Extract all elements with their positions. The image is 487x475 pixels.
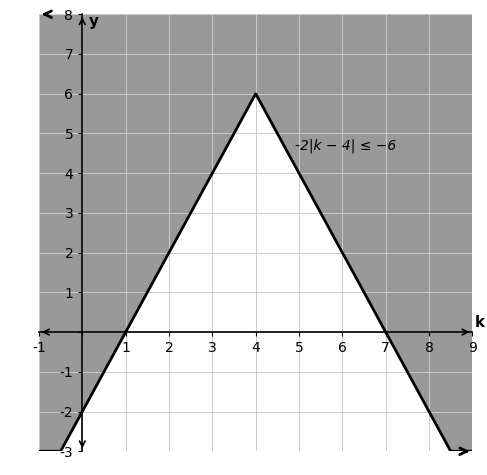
Text: y: y [89,14,99,29]
Text: k: k [474,314,485,330]
Polygon shape [39,94,472,451]
Text: -2|k − 4| ≤ −6: -2|k − 4| ≤ −6 [295,138,396,153]
